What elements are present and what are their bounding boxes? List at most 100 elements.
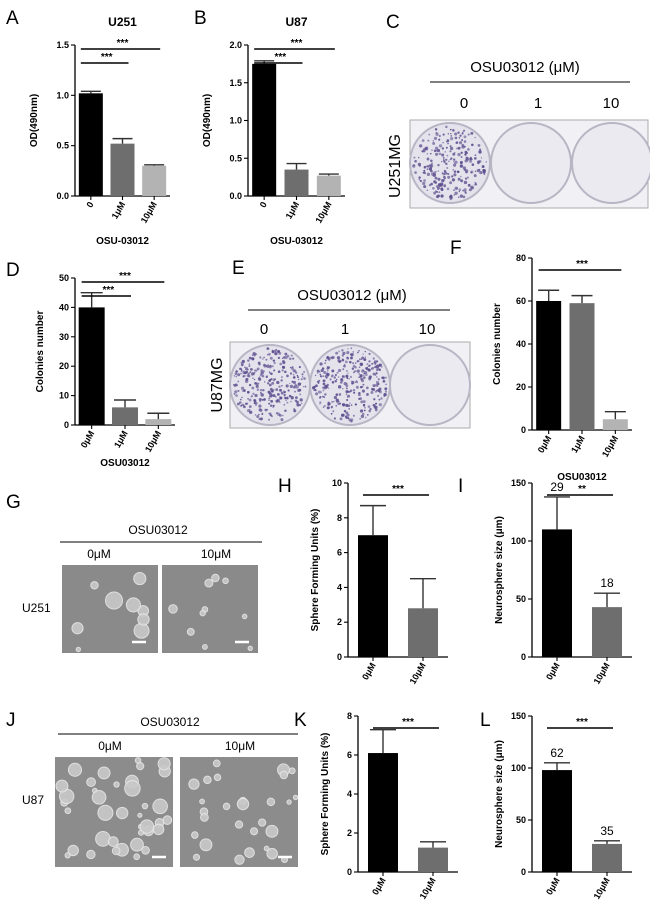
chart-a-ytick-label: 0.5 (56, 141, 69, 151)
colony-dot (359, 362, 363, 366)
chart-f-ytick-label: 60 (516, 296, 526, 306)
colony-dot (295, 400, 299, 404)
chart-i-xtick-label: 10μM (592, 661, 612, 686)
chart-i-bar (592, 607, 622, 657)
colony-dot (430, 159, 433, 163)
colony-dot (258, 413, 260, 416)
colony-dot (235, 394, 238, 397)
colony-dot (277, 356, 281, 360)
colony-dot (319, 403, 321, 405)
colony-dot (337, 402, 340, 406)
colony-dot (292, 380, 297, 385)
neurosphere (71, 622, 84, 635)
colony-dot (369, 364, 371, 366)
colony-dot (454, 132, 458, 136)
neurosphere (266, 797, 276, 807)
colony-dot (245, 402, 248, 405)
colony-dot (449, 150, 452, 153)
colony-dot (449, 145, 452, 147)
colony-dot (356, 381, 359, 384)
colony-dot (367, 368, 370, 371)
chart-f-xtick-label: 0μM (536, 434, 554, 455)
colony-dot (464, 190, 467, 193)
chart-f-y-label: Colonies number (492, 303, 503, 385)
neurosphere (222, 802, 231, 811)
colony-dot (271, 381, 275, 385)
colony-dot (439, 183, 443, 187)
colony-dot (237, 373, 241, 377)
colony-dot (269, 364, 272, 367)
colony-dot (453, 194, 456, 196)
colony-dot (286, 374, 289, 378)
neurosphere (157, 757, 171, 771)
colony-dot (349, 353, 352, 356)
colony-dot (360, 414, 365, 419)
colony-dot (345, 387, 348, 390)
colony-dot (331, 369, 335, 373)
colony-dot (331, 401, 334, 403)
colony-dot (372, 383, 376, 388)
chart-k-ytick-label: 0 (347, 867, 352, 877)
colony-dot (274, 378, 277, 381)
colony-dot (433, 136, 438, 140)
colony-dot (326, 406, 330, 410)
colony-dot (268, 412, 270, 415)
chart-b-title: U87 (285, 15, 307, 29)
colony-dot (423, 169, 426, 172)
neurosphere (141, 802, 149, 810)
colony-dot (335, 405, 337, 407)
colony-dot (352, 364, 356, 368)
plate-c-1uM (490, 122, 572, 204)
colony-dot (418, 178, 421, 181)
colony-dot (352, 351, 355, 353)
colony-dot (483, 173, 486, 176)
colony-dot (246, 390, 250, 394)
colony-dot (377, 395, 379, 397)
colony-dot (441, 153, 445, 157)
colony-dot (469, 159, 473, 163)
neurosphere (137, 812, 143, 818)
colony-dot (357, 351, 359, 354)
colony-dot (341, 349, 344, 352)
plate-e-1uM-colonies (311, 347, 388, 423)
colony-dot (276, 412, 281, 416)
colony-dot (428, 167, 433, 171)
colony-dot (279, 362, 283, 366)
colony-dot (240, 370, 243, 373)
colony-dot (473, 174, 477, 178)
colony-dot (233, 375, 236, 377)
colony-dot (258, 377, 262, 381)
colony-dot (342, 351, 346, 355)
colony-dot (339, 381, 343, 384)
colony-dot (273, 369, 276, 372)
colony-dot (427, 139, 430, 142)
colony-dot (284, 391, 286, 393)
colony-dot (336, 371, 339, 374)
panel-c-colony-plates: OSU03012 (μM) 0 1 10 U251MG (387, 59, 650, 209)
colony-dot (234, 390, 238, 394)
colony-dot (280, 418, 284, 422)
colony-dot (372, 357, 375, 360)
colony-dot (363, 358, 367, 361)
chart-l-bar-label: 62 (550, 746, 564, 760)
chart-b-ytick-label: 2.0 (229, 40, 242, 50)
panel-letter-d: D (6, 260, 20, 281)
colony-dot (470, 131, 474, 135)
colony-dot (324, 359, 327, 362)
colony-dot (363, 374, 365, 376)
colony-dot (346, 350, 350, 355)
chart-f-bar (569, 303, 595, 430)
colony-dot (365, 373, 368, 376)
neurosphere (266, 847, 278, 860)
colony-dot (364, 406, 366, 409)
colony-dot (248, 398, 252, 402)
colony-dot (271, 365, 274, 368)
colony-dot (376, 376, 378, 378)
chart-d-ytick-label: 0 (64, 420, 69, 430)
neurosphere (244, 847, 255, 858)
colony-dot (474, 136, 476, 139)
chart-f-bar (602, 419, 628, 430)
colony-dot (373, 398, 376, 401)
colony-dot (337, 359, 340, 363)
colony-dot (297, 382, 301, 386)
